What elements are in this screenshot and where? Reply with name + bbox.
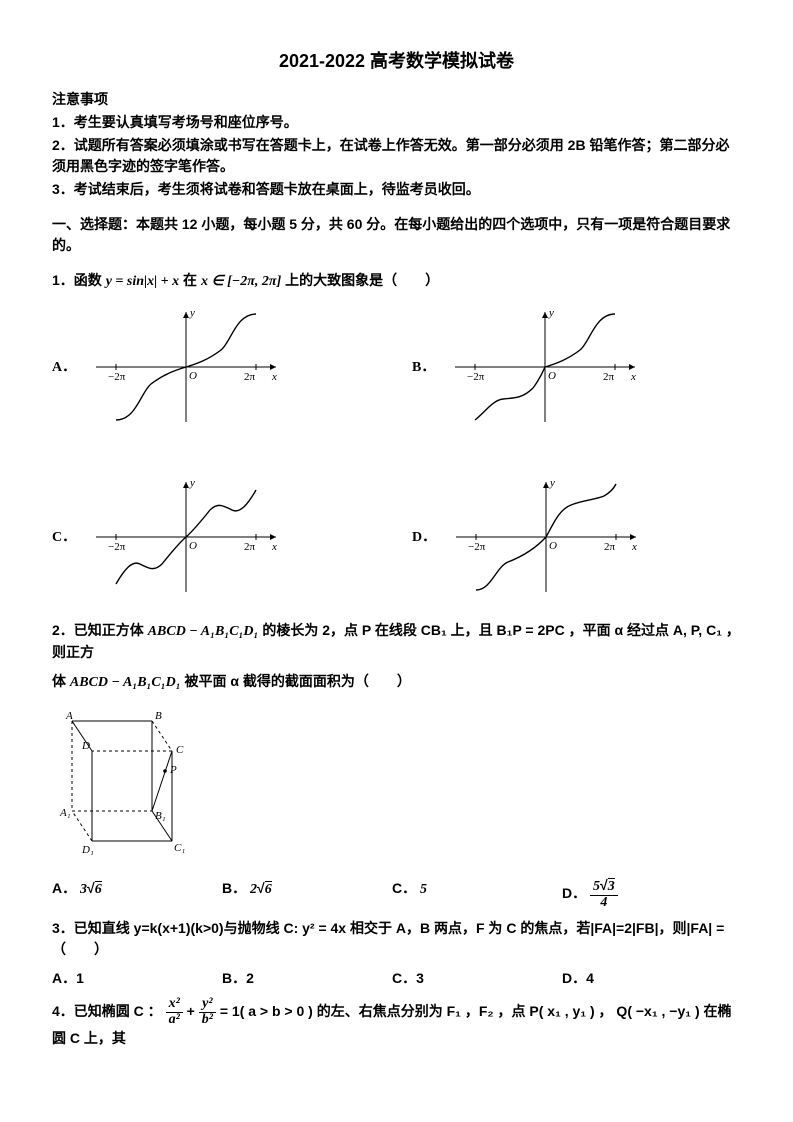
q2-figure: A B C D A₁ B₁ C₁ D₁ P — [52, 701, 741, 868]
q1-equation: y = sin|x| + x — [106, 274, 179, 289]
q1-stem: 1．函数 y = sin|x| + x 在 x ∈ [−2π, 2π] 上的大致… — [52, 270, 741, 292]
q2-d-label: D． — [562, 885, 586, 901]
svg-text:D₁: D₁ — [81, 844, 94, 856]
q1-graph-b: y x O −2π 2π — [445, 302, 645, 432]
q1-graph-options: A． y x O −2π 2π B． y x O −2π — [52, 302, 741, 602]
q4-f1num: x² — [166, 997, 183, 1013]
q2-b-label: B． — [222, 880, 246, 896]
q2-options: A． 3√6 B． 2√6 C． 5 D． 5√3 4 — [52, 878, 741, 910]
svg-text:y: y — [549, 477, 555, 489]
cube-diagram: A B C D A₁ B₁ C₁ D₁ P — [52, 701, 202, 861]
q2-cube1: ABCD − A₁B₁C₁D₁ — [148, 624, 259, 639]
svg-text:A: A — [65, 710, 73, 722]
q1-b-label: B． — [412, 357, 435, 378]
q2-c-val: 5 — [420, 882, 427, 897]
q2-t3: 体 — [52, 673, 70, 689]
q2-t4: 被平面 α 截得的截面面积为（ ） — [185, 673, 411, 689]
svg-text:x: x — [630, 371, 636, 383]
svg-text:O: O — [548, 370, 556, 382]
svg-text:2π: 2π — [244, 541, 256, 553]
q4-t1: 4．已知椭圆 C ： — [52, 1003, 162, 1019]
q2-option-d: D． 5√3 4 — [562, 878, 652, 910]
notice-line-1: 1．考生要认真填写考场号和座位序号。 — [52, 112, 741, 133]
q1-domain: x ∈ [−2π, 2π] — [201, 274, 281, 289]
q2-option-a: A． 3√6 — [52, 878, 142, 910]
q2-stem-line1: 2．已知正方体 ABCD − A₁B₁C₁D₁ 的棱长为 2，点 P 在线段 C… — [52, 620, 741, 663]
q2-stem-line2: 体 ABCD − A₁B₁C₁D₁ 被平面 α 截得的截面面积为（ ） — [52, 671, 741, 693]
svg-text:y: y — [548, 307, 554, 319]
q4-f2den: b² — [199, 1013, 216, 1028]
svg-text:2π: 2π — [244, 371, 256, 383]
q2-d-num-pre: 5 — [593, 879, 600, 894]
svg-text:y: y — [189, 307, 195, 319]
q2-cube2: ABCD − A₁B₁C₁D₁ — [70, 675, 181, 690]
q2-a-label: A． — [52, 880, 76, 896]
q3-option-b: B．2 — [222, 968, 312, 989]
svg-text:D: D — [81, 740, 90, 752]
q3-option-d: D．4 — [562, 968, 652, 989]
q1-graph-a: y x O −2π 2π — [86, 302, 286, 432]
q1-a-label: A． — [52, 357, 76, 378]
q1-option-b: B． y x O −2π 2π — [412, 302, 692, 432]
q4-f1den: a² — [166, 1013, 183, 1028]
svg-text:O: O — [189, 370, 197, 382]
q2-b-val-root: 6 — [265, 881, 272, 897]
q4-plus: + — [187, 1003, 199, 1019]
svg-text:B: B — [155, 710, 162, 722]
svg-text:y: y — [189, 477, 195, 489]
section-1-header: 一、选择题：本题共 12 小题，每小题 5 分，共 60 分。在每小题给出的四个… — [52, 214, 741, 256]
svg-text:O: O — [189, 540, 197, 552]
q2-t1: 2．已知正方体 — [52, 622, 148, 638]
q2-option-b: B． 2√6 — [222, 878, 312, 910]
notice-line-3: 3．考试结束后，考生须将试卷和答题卡放在桌面上，待监考员收回。 — [52, 179, 741, 200]
q4-f2num: y² — [199, 997, 216, 1013]
q3-options: A．1 B．2 C．3 D．4 — [52, 968, 741, 989]
q2-b-val-pre: 2 — [250, 882, 257, 897]
q2-c-label: C． — [392, 880, 416, 896]
svg-text:−2π: −2π — [108, 541, 126, 553]
q1-option-d: D． y x O −2π 2π — [412, 472, 692, 602]
svg-text:−2π: −2π — [468, 541, 486, 553]
q2-a-val-pre: 3 — [80, 882, 87, 897]
q1-graph-c: y x O −2π 2π — [86, 472, 286, 602]
q2-a-val-root: 6 — [95, 881, 102, 897]
q1-graph-d: y x O −2π 2π — [446, 472, 646, 602]
q3-option-a: A．1 — [52, 968, 142, 989]
q1-stem-suffix: 上的大致图象是（ ） — [285, 272, 439, 288]
q1-c-label: C． — [52, 527, 76, 548]
page-title: 2021-2022 高考数学模拟试卷 — [52, 48, 741, 75]
svg-text:x: x — [271, 541, 277, 553]
q1-option-c: C． y x O −2π 2π — [52, 472, 332, 602]
notice-block: 注意事项 1．考生要认真填写考场号和座位序号。 2．试题所有答案必须填涂或书写在… — [52, 89, 741, 200]
q4-stem: 4．已知椭圆 C ： x² a² + y² b² = 1( a > b > 0 … — [52, 997, 741, 1048]
notice-header: 注意事项 — [52, 89, 741, 110]
q3-option-c: C．3 — [392, 968, 482, 989]
q1-stem-prefix: 1．函数 — [52, 272, 106, 288]
svg-text:−2π: −2π — [467, 371, 485, 383]
svg-text:P: P — [169, 764, 177, 776]
svg-text:B₁: B₁ — [155, 810, 166, 822]
svg-text:x: x — [631, 541, 637, 553]
svg-text:2π: 2π — [604, 541, 616, 553]
q1-option-a: A． y x O −2π 2π — [52, 302, 332, 432]
svg-text:A₁: A₁ — [59, 807, 71, 819]
svg-text:2π: 2π — [603, 371, 615, 383]
q2-d-num-root: 3 — [608, 878, 615, 894]
q2-option-c: C． 5 — [392, 878, 482, 910]
svg-text:x: x — [271, 371, 277, 383]
q1-stem-mid: 在 — [183, 272, 201, 288]
notice-line-2: 2．试题所有答案必须填涂或书写在答题卡上，在试卷上作答无效。第一部分必须用 2B… — [52, 135, 741, 177]
q1-d-label: D． — [412, 527, 436, 548]
svg-text:O: O — [549, 540, 557, 552]
svg-text:C: C — [176, 744, 184, 756]
svg-text:−2π: −2π — [108, 371, 126, 383]
svg-text:C₁: C₁ — [174, 842, 185, 854]
q3-stem: 3．已知直线 y=k(x+1)(k>0)与抛物线 C: y² = 4x 相交于 … — [52, 918, 741, 960]
q2-d-den: 4 — [590, 896, 618, 911]
